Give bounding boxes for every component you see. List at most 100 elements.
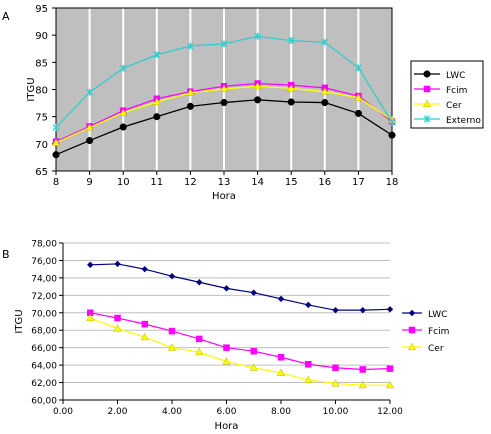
data-point-b-fcim [223, 344, 230, 351]
x-tick-label-b: 8.00 [271, 407, 291, 417]
data-point-a-externo [220, 40, 228, 48]
data-point-b-cer [331, 379, 340, 387]
data-point-b-cer [140, 332, 149, 341]
data-point-b-fcim [141, 320, 148, 328]
legend-label-a: LWC [446, 71, 465, 81]
x-tick-label-a: 8 [53, 177, 59, 188]
y-tick-label-b: 60,00 [31, 397, 57, 407]
y-tick-label-b: 76,00 [31, 257, 57, 267]
x-axis-label-b: Hora [215, 421, 239, 432]
data-point-a-cer [320, 87, 329, 95]
legend-a: LWC Fcim Cer Externo [410, 60, 484, 129]
data-point-b-fcim [305, 360, 312, 368]
data-point-a-lwc [186, 102, 194, 110]
data-point-a-lwc [220, 98, 228, 107]
chart-a: 65 70 75 80 85 90 95 8 9 10 11 12 13 14 15 16 17 18 Hora IT… [26, 4, 484, 202]
data-point-a-lwc [287, 98, 295, 106]
data-point-b-fcim [196, 335, 203, 343]
data-point-a-cer [186, 88, 195, 96]
data-point-a-lwc [119, 123, 127, 131]
data-point-a-cer [119, 108, 128, 116]
legend-marker-b [408, 342, 416, 350]
data-point-b-fcim [250, 347, 257, 355]
x-tick-label-b: 6.00 [216, 407, 236, 417]
data-point-a-cer [152, 97, 161, 105]
plot-area-b [63, 243, 390, 400]
data-point-b-lwc [386, 306, 394, 313]
data-point-a-externo [186, 42, 194, 50]
y-tick-label-b: 74,00 [31, 274, 57, 284]
data-point-a-cer [287, 84, 296, 92]
data-point-b-fcim [332, 364, 339, 371]
data-point-b-cer [86, 313, 95, 322]
x-tick-label-a: 13 [218, 177, 231, 188]
y-axis-label-a: ITGU [26, 77, 37, 101]
data-point-a-lwc [86, 137, 94, 145]
legend-label-b: LWC [428, 310, 447, 320]
data-point-a-lwc [388, 131, 396, 139]
data-point-a-externo [321, 38, 329, 46]
series-a-lwc [52, 96, 396, 159]
data-point-b-lwc [223, 285, 230, 292]
x-tick-label-a: 17 [352, 177, 365, 188]
x-tick-label-b: 0.00 [53, 407, 73, 417]
legend-label-a: Cer [446, 101, 462, 111]
x-tick-label-a: 15 [285, 177, 298, 188]
data-point-a-cer [253, 82, 262, 90]
x-tick-label-b: 2.00 [107, 407, 127, 417]
data-point-a-cer [85, 123, 94, 131]
data-point-b-cer [195, 347, 204, 356]
data-point-a-externo [354, 64, 362, 72]
data-point-b-lwc [141, 265, 148, 273]
y-tick-label-b: 68,00 [31, 327, 57, 337]
x-tick-label-b: 4.00 [162, 407, 182, 417]
data-point-b-lwc [332, 306, 339, 314]
data-point-b-cer [249, 363, 258, 371]
data-point-a-lwc [52, 151, 60, 159]
data-point-b-lwc [359, 306, 366, 314]
y-tick-label-b: 78,00 [31, 240, 57, 250]
data-point-a-cer [220, 84, 228, 92]
data-point-a-externo [52, 124, 60, 132]
y-tick-label-b: 64,00 [31, 362, 57, 372]
data-point-b-lwc [168, 272, 176, 280]
data-point-b-lwc [277, 295, 285, 303]
data-point-b-lwc [87, 261, 94, 269]
legend-label-b: Fcim [428, 327, 449, 337]
data-point-b-cer [277, 368, 285, 376]
x-axis-label-a: Hora [212, 191, 236, 202]
series-line-b-cer [90, 317, 390, 386]
data-point-a-externo [86, 88, 94, 96]
data-point-b-lwc [114, 260, 121, 268]
series-b-lwc [87, 260, 394, 314]
data-point-a-lwc [321, 98, 329, 107]
x-tick-label-a: 10 [117, 177, 130, 188]
data-point-a-cer [354, 93, 363, 101]
y-tick-label-b: 70,00 [31, 309, 57, 319]
legend-marker-b [408, 309, 416, 317]
legend-label-a: Fcim [446, 86, 467, 96]
series-a-cer [52, 82, 396, 146]
data-point-b-cer [168, 343, 176, 351]
data-point-b-cer [304, 375, 313, 383]
data-point-b-cer [386, 380, 394, 389]
series-b-fcim [87, 309, 394, 373]
legend-label-a: Externo [446, 116, 481, 126]
data-point-b-fcim [359, 366, 366, 373]
legend-marker-a [423, 99, 431, 108]
y-tick-label-b: 72,00 [31, 292, 57, 302]
data-point-b-lwc [196, 279, 203, 286]
data-point-b-cer [222, 357, 231, 365]
data-point-a-cer [52, 138, 60, 146]
y-tick-label-b: 66,00 [31, 344, 57, 354]
y-tick-label-a: 80 [35, 86, 48, 97]
data-point-b-fcim [168, 327, 176, 335]
chart-b: 60,00 62,00 64,00 66,00 68,00 70,00 72,00 74,00… [14, 240, 449, 433]
series-line-b-lwc [90, 263, 391, 311]
data-point-a-externo [153, 51, 161, 59]
y-tick-label-a: 65 [35, 167, 48, 178]
x-tick-label-a: 14 [251, 177, 264, 188]
panel-label-a: A [2, 10, 10, 23]
x-tick-label-a: 11 [150, 177, 163, 188]
